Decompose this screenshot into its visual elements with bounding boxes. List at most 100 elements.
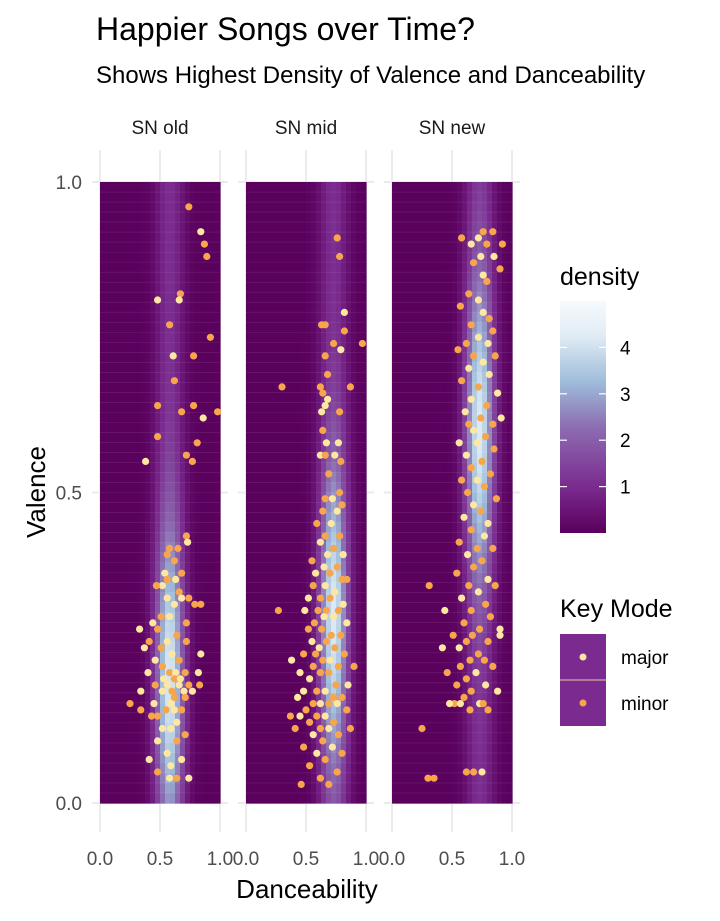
density-cell <box>497 502 503 514</box>
density-cell <box>281 352 287 363</box>
density-cell <box>130 212 136 223</box>
density-cell <box>507 782 513 794</box>
density-cell <box>311 382 317 393</box>
density-cell <box>477 342 483 353</box>
density-cell <box>165 642 171 654</box>
density-cell <box>331 482 337 494</box>
density-cell <box>417 252 423 263</box>
density-cell <box>286 462 292 474</box>
density-cell <box>185 432 191 444</box>
density-cell <box>180 212 186 223</box>
density-cell <box>336 422 342 434</box>
density-cell <box>170 532 176 544</box>
density-cell <box>276 612 282 624</box>
density-cell <box>100 302 106 313</box>
density-cell <box>306 482 312 494</box>
density-cell <box>472 732 478 744</box>
density-cell <box>427 722 433 734</box>
density-cell <box>281 782 287 794</box>
density-cell <box>442 692 448 704</box>
density-cell <box>306 772 312 784</box>
density-cell <box>351 482 357 494</box>
density-cell <box>447 602 453 614</box>
point-major <box>163 594 171 602</box>
density-cell <box>447 782 453 794</box>
density-cell <box>392 272 398 283</box>
density-cell <box>457 392 463 403</box>
density-cell <box>251 462 257 474</box>
density-cell <box>407 372 413 383</box>
density-cell <box>502 742 508 754</box>
density-cell <box>125 752 131 764</box>
density-cell <box>291 672 297 684</box>
density-cell <box>296 282 302 293</box>
density-cell <box>145 182 151 193</box>
density-cell <box>427 502 433 514</box>
density-cell <box>412 512 418 524</box>
density-cell <box>291 692 297 704</box>
density-cell <box>215 182 221 193</box>
density-cell <box>482 642 488 654</box>
density-cell <box>336 382 342 393</box>
density-cell <box>432 682 438 694</box>
density-cell <box>261 352 267 363</box>
density-cell <box>492 792 498 804</box>
density-cell <box>150 532 156 544</box>
density-cell <box>195 772 201 784</box>
point-major <box>188 687 196 695</box>
density-cell <box>261 602 267 614</box>
density-cell <box>200 762 206 774</box>
point-minor <box>309 662 317 671</box>
density-cell <box>397 702 403 714</box>
density-cell <box>331 622 337 634</box>
density-cell <box>397 242 403 253</box>
density-cell <box>462 632 468 644</box>
density-cell <box>356 762 362 774</box>
density-cell <box>165 242 171 253</box>
density-cell <box>361 232 367 243</box>
density-cell <box>336 712 342 724</box>
density-cell <box>306 642 312 654</box>
density-cell <box>165 582 171 594</box>
density-cell <box>185 412 191 423</box>
density-cell <box>472 262 478 273</box>
density-cell <box>502 192 508 203</box>
density-cell <box>160 232 166 243</box>
density-cell <box>195 212 201 223</box>
density-cell <box>392 772 398 784</box>
density-cell <box>110 512 116 524</box>
density-cell <box>100 562 106 574</box>
density-cell <box>442 632 448 644</box>
density-cell <box>251 272 257 283</box>
density-cell <box>316 612 322 624</box>
density-cell <box>286 392 292 403</box>
density-cell <box>462 502 468 514</box>
density-cell <box>311 472 317 484</box>
density-cell <box>306 632 312 644</box>
density-cell <box>185 792 191 804</box>
density-cell <box>417 602 423 614</box>
density-cell <box>271 292 277 303</box>
density-cell <box>125 362 131 373</box>
density-cell <box>477 262 483 273</box>
density-cell <box>462 652 468 664</box>
density-cell <box>135 552 141 564</box>
density-cell <box>195 762 201 774</box>
density-cell <box>251 372 257 383</box>
density-cell <box>422 192 428 203</box>
density-cell <box>412 182 418 193</box>
density-cell <box>135 542 141 554</box>
density-cell <box>120 582 126 594</box>
density-cell <box>200 242 206 253</box>
density-cell <box>422 592 428 604</box>
density-cell <box>301 432 307 444</box>
density-cell <box>402 462 408 474</box>
density-cell <box>190 732 196 744</box>
density-cell <box>422 382 428 393</box>
density-cell <box>120 652 126 664</box>
density-cell <box>306 282 312 293</box>
density-cell <box>351 252 357 263</box>
density-cell <box>316 332 322 343</box>
density-cell <box>256 692 262 704</box>
density-cell <box>346 752 352 764</box>
